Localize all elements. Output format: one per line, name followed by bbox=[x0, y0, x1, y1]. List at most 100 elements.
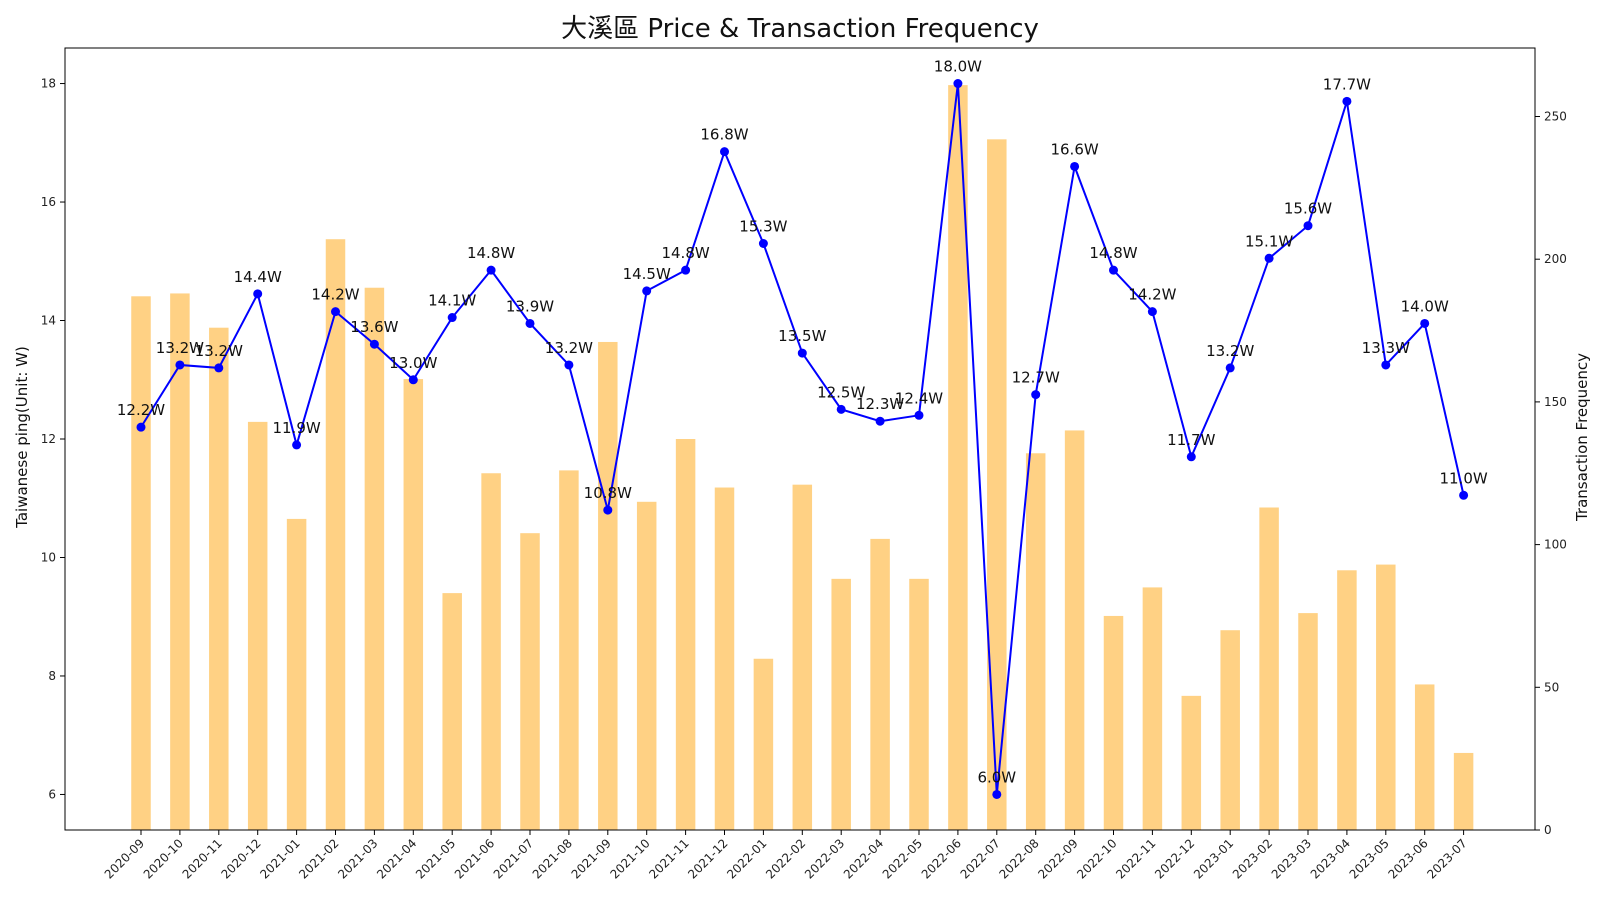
bar bbox=[364, 287, 385, 831]
line-series bbox=[136, 79, 1469, 799]
x-tick-label: 2021-10 bbox=[607, 836, 652, 881]
data-label: 10.8W bbox=[584, 484, 632, 502]
data-label: 13.2W bbox=[545, 339, 593, 357]
y-left-tick-label: 6 bbox=[48, 787, 56, 801]
y-left-tick-label: 14 bbox=[41, 314, 56, 328]
data-label: 17.7W bbox=[1323, 75, 1371, 93]
line-point bbox=[136, 422, 146, 432]
data-label: 18.0W bbox=[934, 58, 982, 76]
line-point bbox=[836, 404, 846, 414]
bar bbox=[442, 593, 462, 830]
line-point bbox=[564, 360, 574, 370]
line-point bbox=[369, 339, 379, 349]
data-label: 14.1W bbox=[428, 292, 476, 310]
line-point bbox=[1303, 221, 1313, 231]
data-label: 11.7W bbox=[1167, 431, 1215, 449]
data-label: 14.8W bbox=[467, 244, 515, 262]
bar-series bbox=[131, 85, 1474, 831]
line-point bbox=[681, 265, 691, 275]
line-point bbox=[642, 286, 652, 296]
x-tick-label: 2021-12 bbox=[685, 836, 730, 881]
bar bbox=[792, 484, 813, 830]
bar bbox=[831, 578, 851, 830]
bar bbox=[909, 578, 929, 830]
y-left-tick-label: 10 bbox=[41, 550, 56, 564]
y-right-tick-label: 150 bbox=[1544, 395, 1567, 409]
x-tick-label: 2023-05 bbox=[1347, 836, 1392, 881]
y-left-tick-label: 8 bbox=[48, 669, 56, 683]
bar bbox=[403, 379, 424, 830]
x-tick-label: 2022-12 bbox=[1152, 836, 1197, 881]
x-tick-label: 2020-10 bbox=[141, 836, 186, 881]
data-label: 14.0W bbox=[1401, 297, 1449, 315]
y-right-tick-label: 200 bbox=[1544, 252, 1567, 266]
x-tick-label: 2021-05 bbox=[413, 836, 458, 881]
x-tick-label: 2022-03 bbox=[802, 836, 847, 881]
x-tick-label: 2021-02 bbox=[296, 836, 341, 881]
bar bbox=[714, 487, 735, 830]
bar bbox=[520, 533, 540, 830]
line-point bbox=[1342, 96, 1352, 106]
bar bbox=[1220, 630, 1240, 830]
bar bbox=[1376, 564, 1396, 830]
bar bbox=[481, 473, 501, 830]
x-tick-label: 2023-01 bbox=[1191, 836, 1236, 881]
bar bbox=[209, 327, 229, 830]
x-tick-label: 2021-03 bbox=[335, 836, 380, 881]
data-label: 13.2W bbox=[195, 342, 243, 360]
data-label: 15.3W bbox=[739, 218, 787, 236]
bar bbox=[598, 341, 618, 830]
y-right-tick-label: 100 bbox=[1544, 538, 1567, 552]
y-right-tick-label: 50 bbox=[1544, 680, 1559, 694]
line-point bbox=[1031, 390, 1041, 400]
data-label: 12.4W bbox=[895, 389, 943, 407]
x-tick-label: 2022-07 bbox=[958, 836, 1003, 881]
line-point bbox=[292, 440, 302, 450]
y-left-tick-label: 12 bbox=[41, 432, 56, 446]
data-label: 14.8W bbox=[661, 244, 709, 262]
bar bbox=[1181, 695, 1202, 830]
chart-title: 大溪區 Price & Transaction Frequency bbox=[561, 14, 1039, 44]
y-axis-right-label: Transaction Frequency bbox=[1573, 353, 1591, 522]
x-tick-label: 2022-02 bbox=[763, 836, 808, 881]
bar bbox=[170, 293, 190, 830]
data-label: 13.3W bbox=[1362, 339, 1410, 357]
data-label: 12.3W bbox=[856, 395, 904, 413]
bar bbox=[131, 296, 151, 830]
y-axis-left-label: Taiwanese ping(Unit: W) bbox=[13, 346, 31, 529]
bar bbox=[675, 439, 696, 830]
line-point bbox=[758, 239, 768, 248]
x-tick-label: 2021-11 bbox=[646, 836, 691, 881]
data-label: 6.0W bbox=[977, 768, 1016, 786]
bar bbox=[1453, 752, 1474, 830]
data-label: 11.0W bbox=[1439, 469, 1487, 487]
line-point bbox=[331, 307, 340, 317]
line-point bbox=[720, 147, 729, 157]
bar bbox=[247, 421, 268, 830]
bar bbox=[559, 470, 579, 830]
x-tick-label: 2022-08 bbox=[996, 836, 1041, 881]
data-label: 16.8W bbox=[700, 126, 748, 144]
line-point bbox=[875, 416, 885, 426]
x-tick-label: 2021-01 bbox=[257, 836, 302, 881]
line-point bbox=[1225, 363, 1235, 373]
data-labels: 12.2W13.2W13.2W14.4W11.9W14.2W13.6W13.0W… bbox=[117, 58, 1488, 787]
line-point bbox=[603, 505, 613, 515]
x-tick-label: 2023-07 bbox=[1424, 836, 1469, 881]
x-tick-label: 2020-11 bbox=[180, 836, 225, 881]
x-tick-label: 2023-04 bbox=[1308, 836, 1353, 881]
line-point bbox=[914, 410, 924, 420]
line-point bbox=[1381, 360, 1391, 370]
x-tick-label: 2022-11 bbox=[1113, 836, 1158, 881]
bar bbox=[1414, 684, 1435, 830]
x-tick-label: 2021-04 bbox=[374, 836, 419, 881]
bar bbox=[948, 85, 968, 831]
data-label: 13.2W bbox=[156, 339, 204, 357]
line-point bbox=[214, 363, 224, 373]
line-point bbox=[408, 375, 418, 385]
data-label: 14.8W bbox=[1089, 244, 1137, 262]
y-left-tick-label: 18 bbox=[41, 77, 56, 91]
x-tick-label: 2022-06 bbox=[919, 836, 964, 881]
bar bbox=[1259, 507, 1279, 830]
